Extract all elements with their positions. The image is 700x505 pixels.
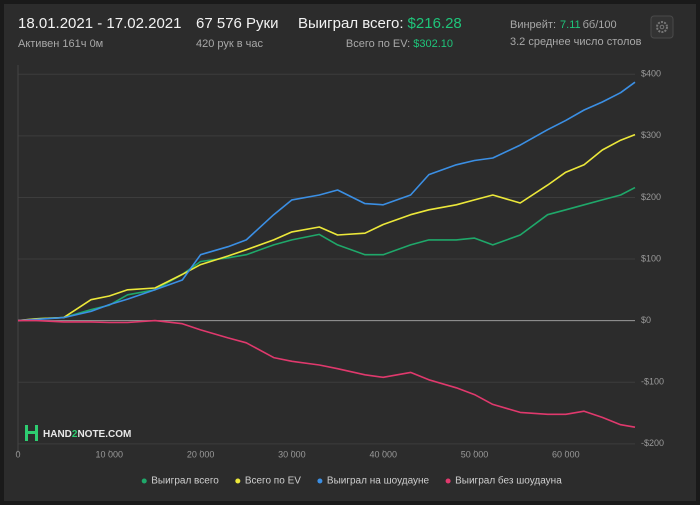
y-tick-label: $300: [641, 130, 661, 140]
watermark-part: 2: [72, 429, 78, 440]
settings-box[interactable]: [650, 15, 674, 39]
legend-label: Всего по EV: [245, 476, 301, 487]
won-total-label: Выиграл всего:: [298, 15, 404, 32]
legend-marker: [141, 478, 147, 484]
y-tick-label: $100: [641, 253, 661, 263]
winrate-label: Винрейт:: [510, 19, 556, 31]
settings-gear[interactable]: [656, 21, 668, 33]
hands: 67 576 Руки: [196, 15, 279, 32]
legend: Выиграл всего Всего по EV Выиграл на шоуда…: [141, 475, 562, 487]
legend-marker: [445, 478, 451, 484]
watermark: HAND2NOTE.COM: [25, 425, 131, 441]
y-tick-label: -$200: [641, 438, 664, 448]
x-tick-label: 40 000: [369, 449, 397, 459]
winrate-unit: бб/100: [583, 19, 617, 31]
logo-bar: [35, 425, 38, 441]
settings-button[interactable]: [650, 15, 674, 39]
date-range: 18.01.2021 - 17.02.2021: [18, 15, 181, 32]
series-line: [17, 186, 636, 322]
active-time: Активен 161ч 0м: [18, 38, 103, 50]
legend-label: Выиграл всего: [151, 476, 219, 487]
won-total-value: $216.28: [408, 15, 462, 32]
won-total: Выиграл всего: $216.28: [298, 15, 462, 32]
settings-gear-hole[interactable]: [659, 24, 665, 30]
series-line: [17, 81, 636, 322]
hands-per-hour: 420 рук в час: [196, 38, 264, 50]
legend-marker: [235, 478, 241, 484]
legend-label: Выиграл без шоудауна: [455, 475, 562, 487]
y-tick-label: $400: [641, 69, 661, 79]
y-tick-label: -$100: [641, 377, 664, 387]
legend-marker: [317, 478, 323, 484]
x-tick-label: 60 000: [552, 449, 580, 459]
ev-total: Всего по EV: $302.10: [346, 38, 453, 50]
x-tick-label: 50 000: [461, 449, 489, 459]
x-tick-label: 0: [15, 449, 20, 459]
y-tick-label: $200: [641, 192, 661, 202]
ev-total-label: Всего по EV:: [346, 38, 410, 50]
watermark-part: HAND: [43, 429, 72, 440]
y-tick-label: $0: [641, 315, 651, 325]
logo-bar: [25, 425, 28, 441]
watermark-part: NOTE.COM: [77, 429, 131, 440]
series-line: [18, 319, 636, 428]
winrate-value: 7.11: [560, 19, 581, 31]
watermark-text: HAND2NOTE.COM: [43, 429, 131, 440]
series-line: [17, 133, 636, 322]
ev-total-value: $302.10: [413, 38, 453, 50]
logo-bar: [28, 431, 35, 434]
winrate: Винрейт: 7.11 бб/100: [510, 19, 617, 31]
x-tick-label: 20 000: [187, 449, 215, 459]
x-tick-label: 10 000: [96, 449, 124, 459]
legend-label: Выиграл на шоудауне: [327, 476, 430, 487]
avg-tables: 3.2 среднее число столов: [510, 36, 642, 48]
x-tick-label: 30 000: [278, 449, 306, 459]
